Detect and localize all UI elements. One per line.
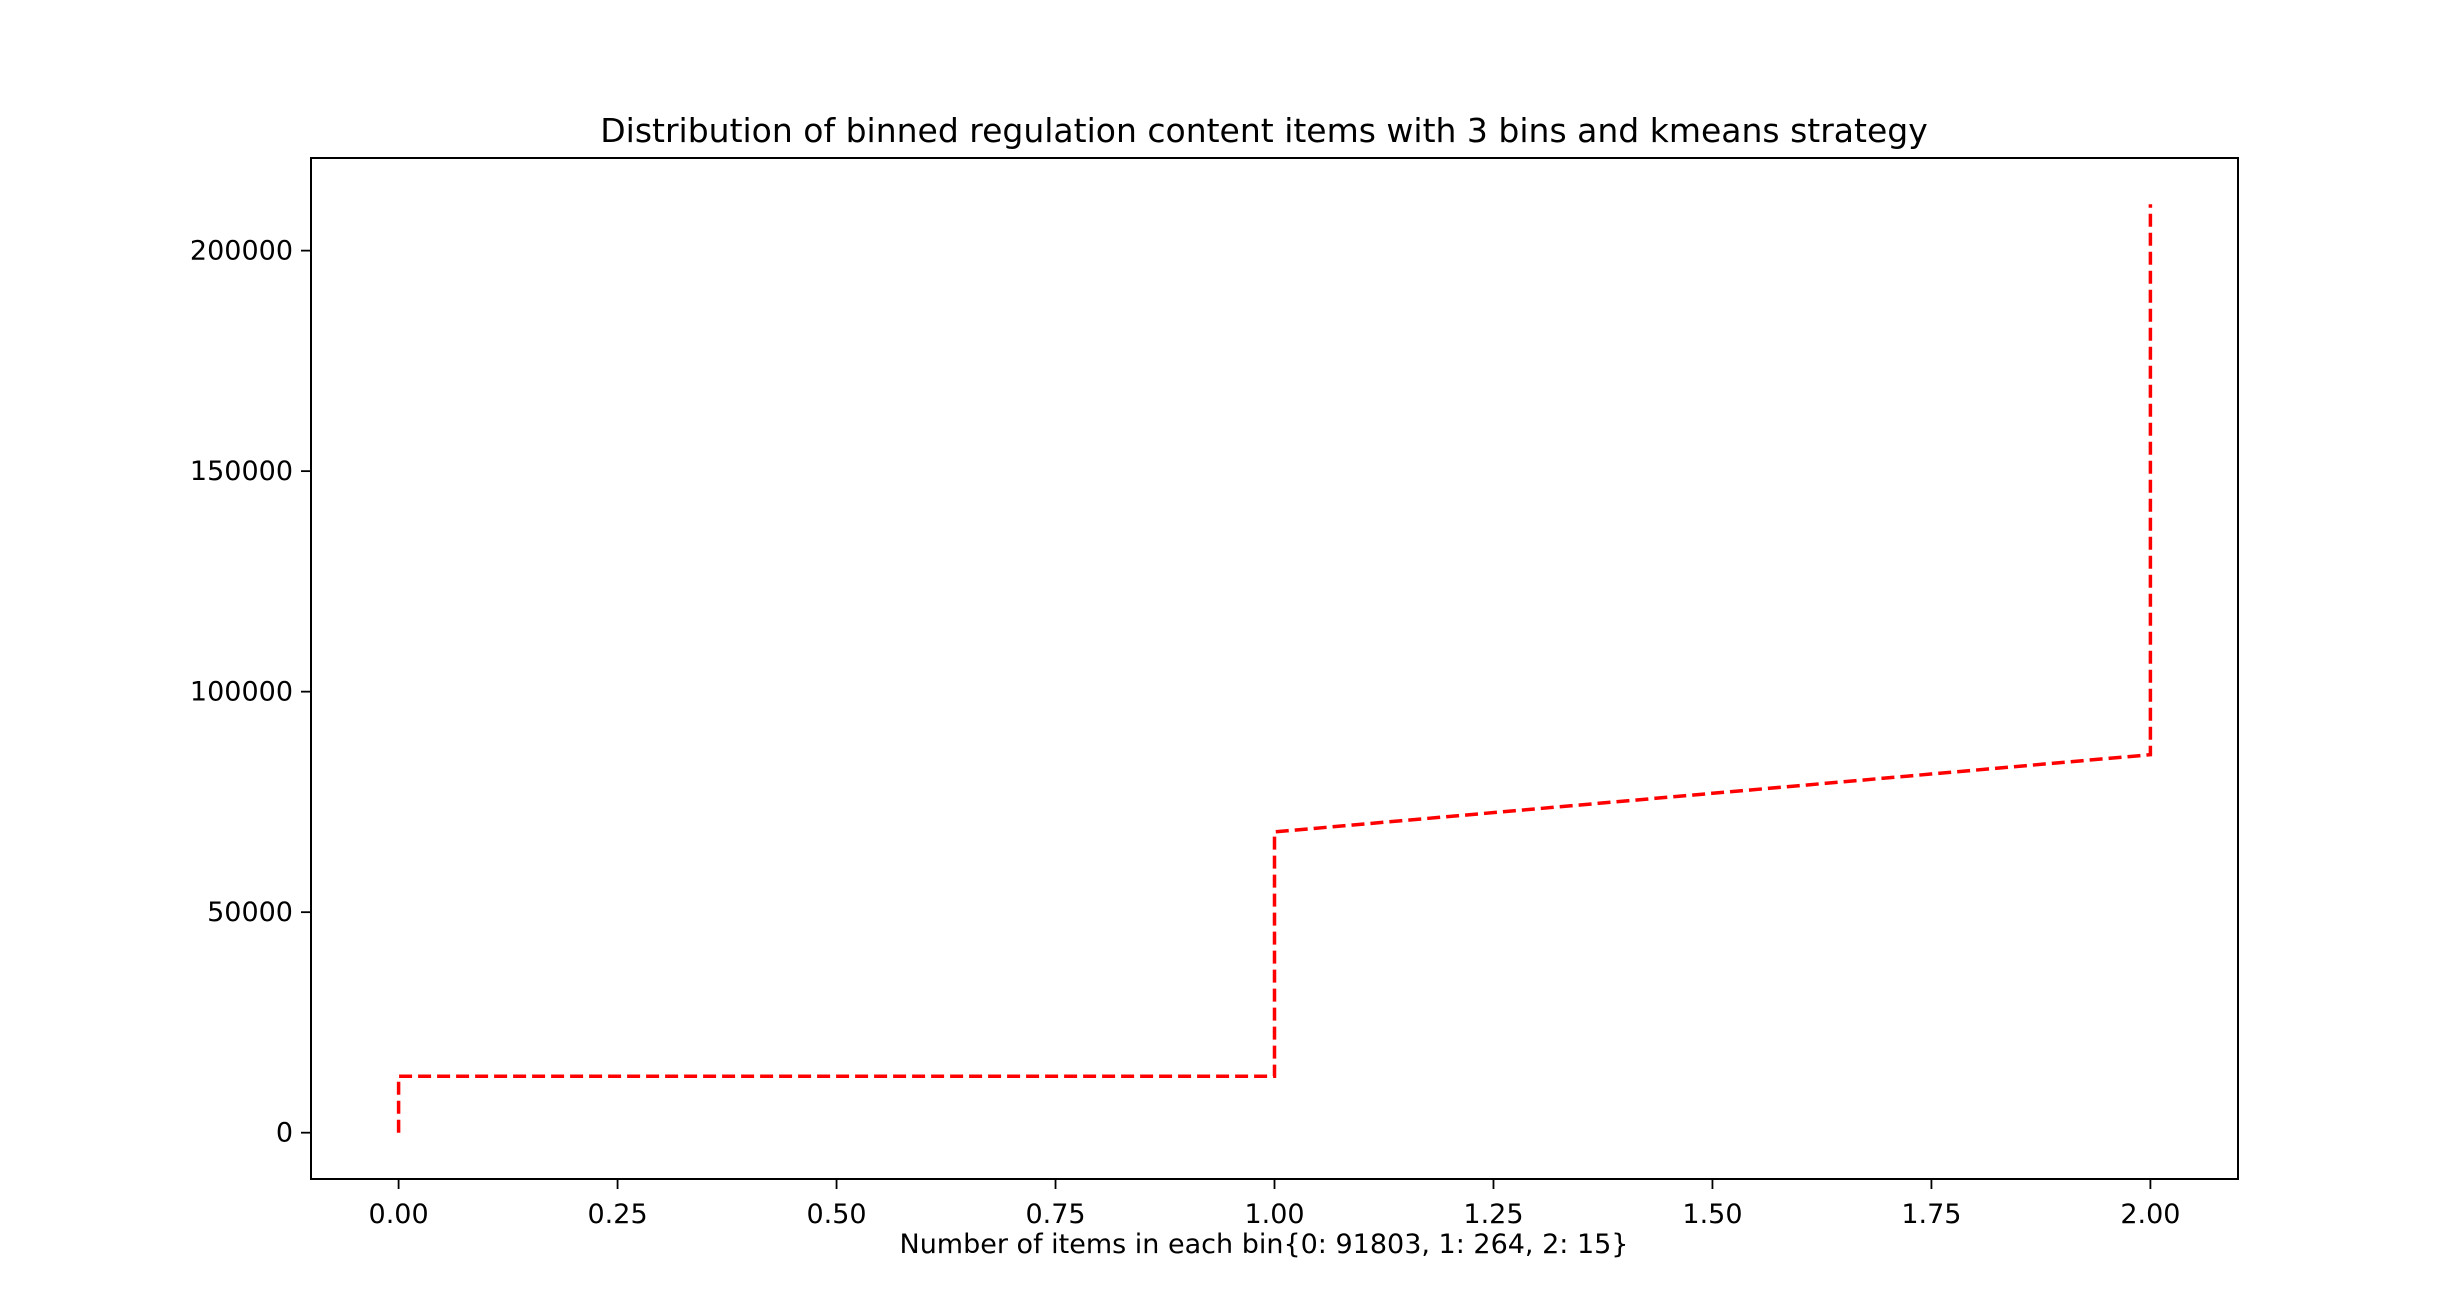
y-tick-label: 0 — [276, 1118, 293, 1149]
chart-title: Distribution of binned regulation conten… — [600, 111, 1927, 150]
y-tick-label: 50000 — [207, 897, 293, 928]
x-tick-label: 2.00 — [2120, 1199, 2180, 1230]
x-tick-label: 1.75 — [1901, 1199, 1961, 1230]
y-tick-label: 100000 — [190, 677, 293, 708]
y-tick-label: 200000 — [190, 236, 293, 267]
axes-frame — [310, 157, 2239, 1180]
x-axis-label: Number of items in each bin{0: 91803, 1:… — [900, 1229, 1629, 1260]
x-tick-label: 0.50 — [806, 1199, 866, 1230]
x-tick-label: 1.25 — [1463, 1199, 1523, 1230]
x-tick-label: 0.25 — [588, 1199, 648, 1230]
y-tick-label: 150000 — [190, 456, 293, 487]
x-tick-label: 1.50 — [1682, 1199, 1742, 1230]
series-line-0 — [396, 204, 2153, 1133]
plot-area: 0.00 0.25 0.50 0.75 1.00 1.25 1.50 1.75 2.00 0 500… — [190, 157, 2239, 1230]
x-tick-label: 0.75 — [1025, 1199, 1085, 1230]
x-tick-label: 0.00 — [369, 1199, 429, 1230]
x-tick-label: 1.00 — [1244, 1199, 1304, 1230]
